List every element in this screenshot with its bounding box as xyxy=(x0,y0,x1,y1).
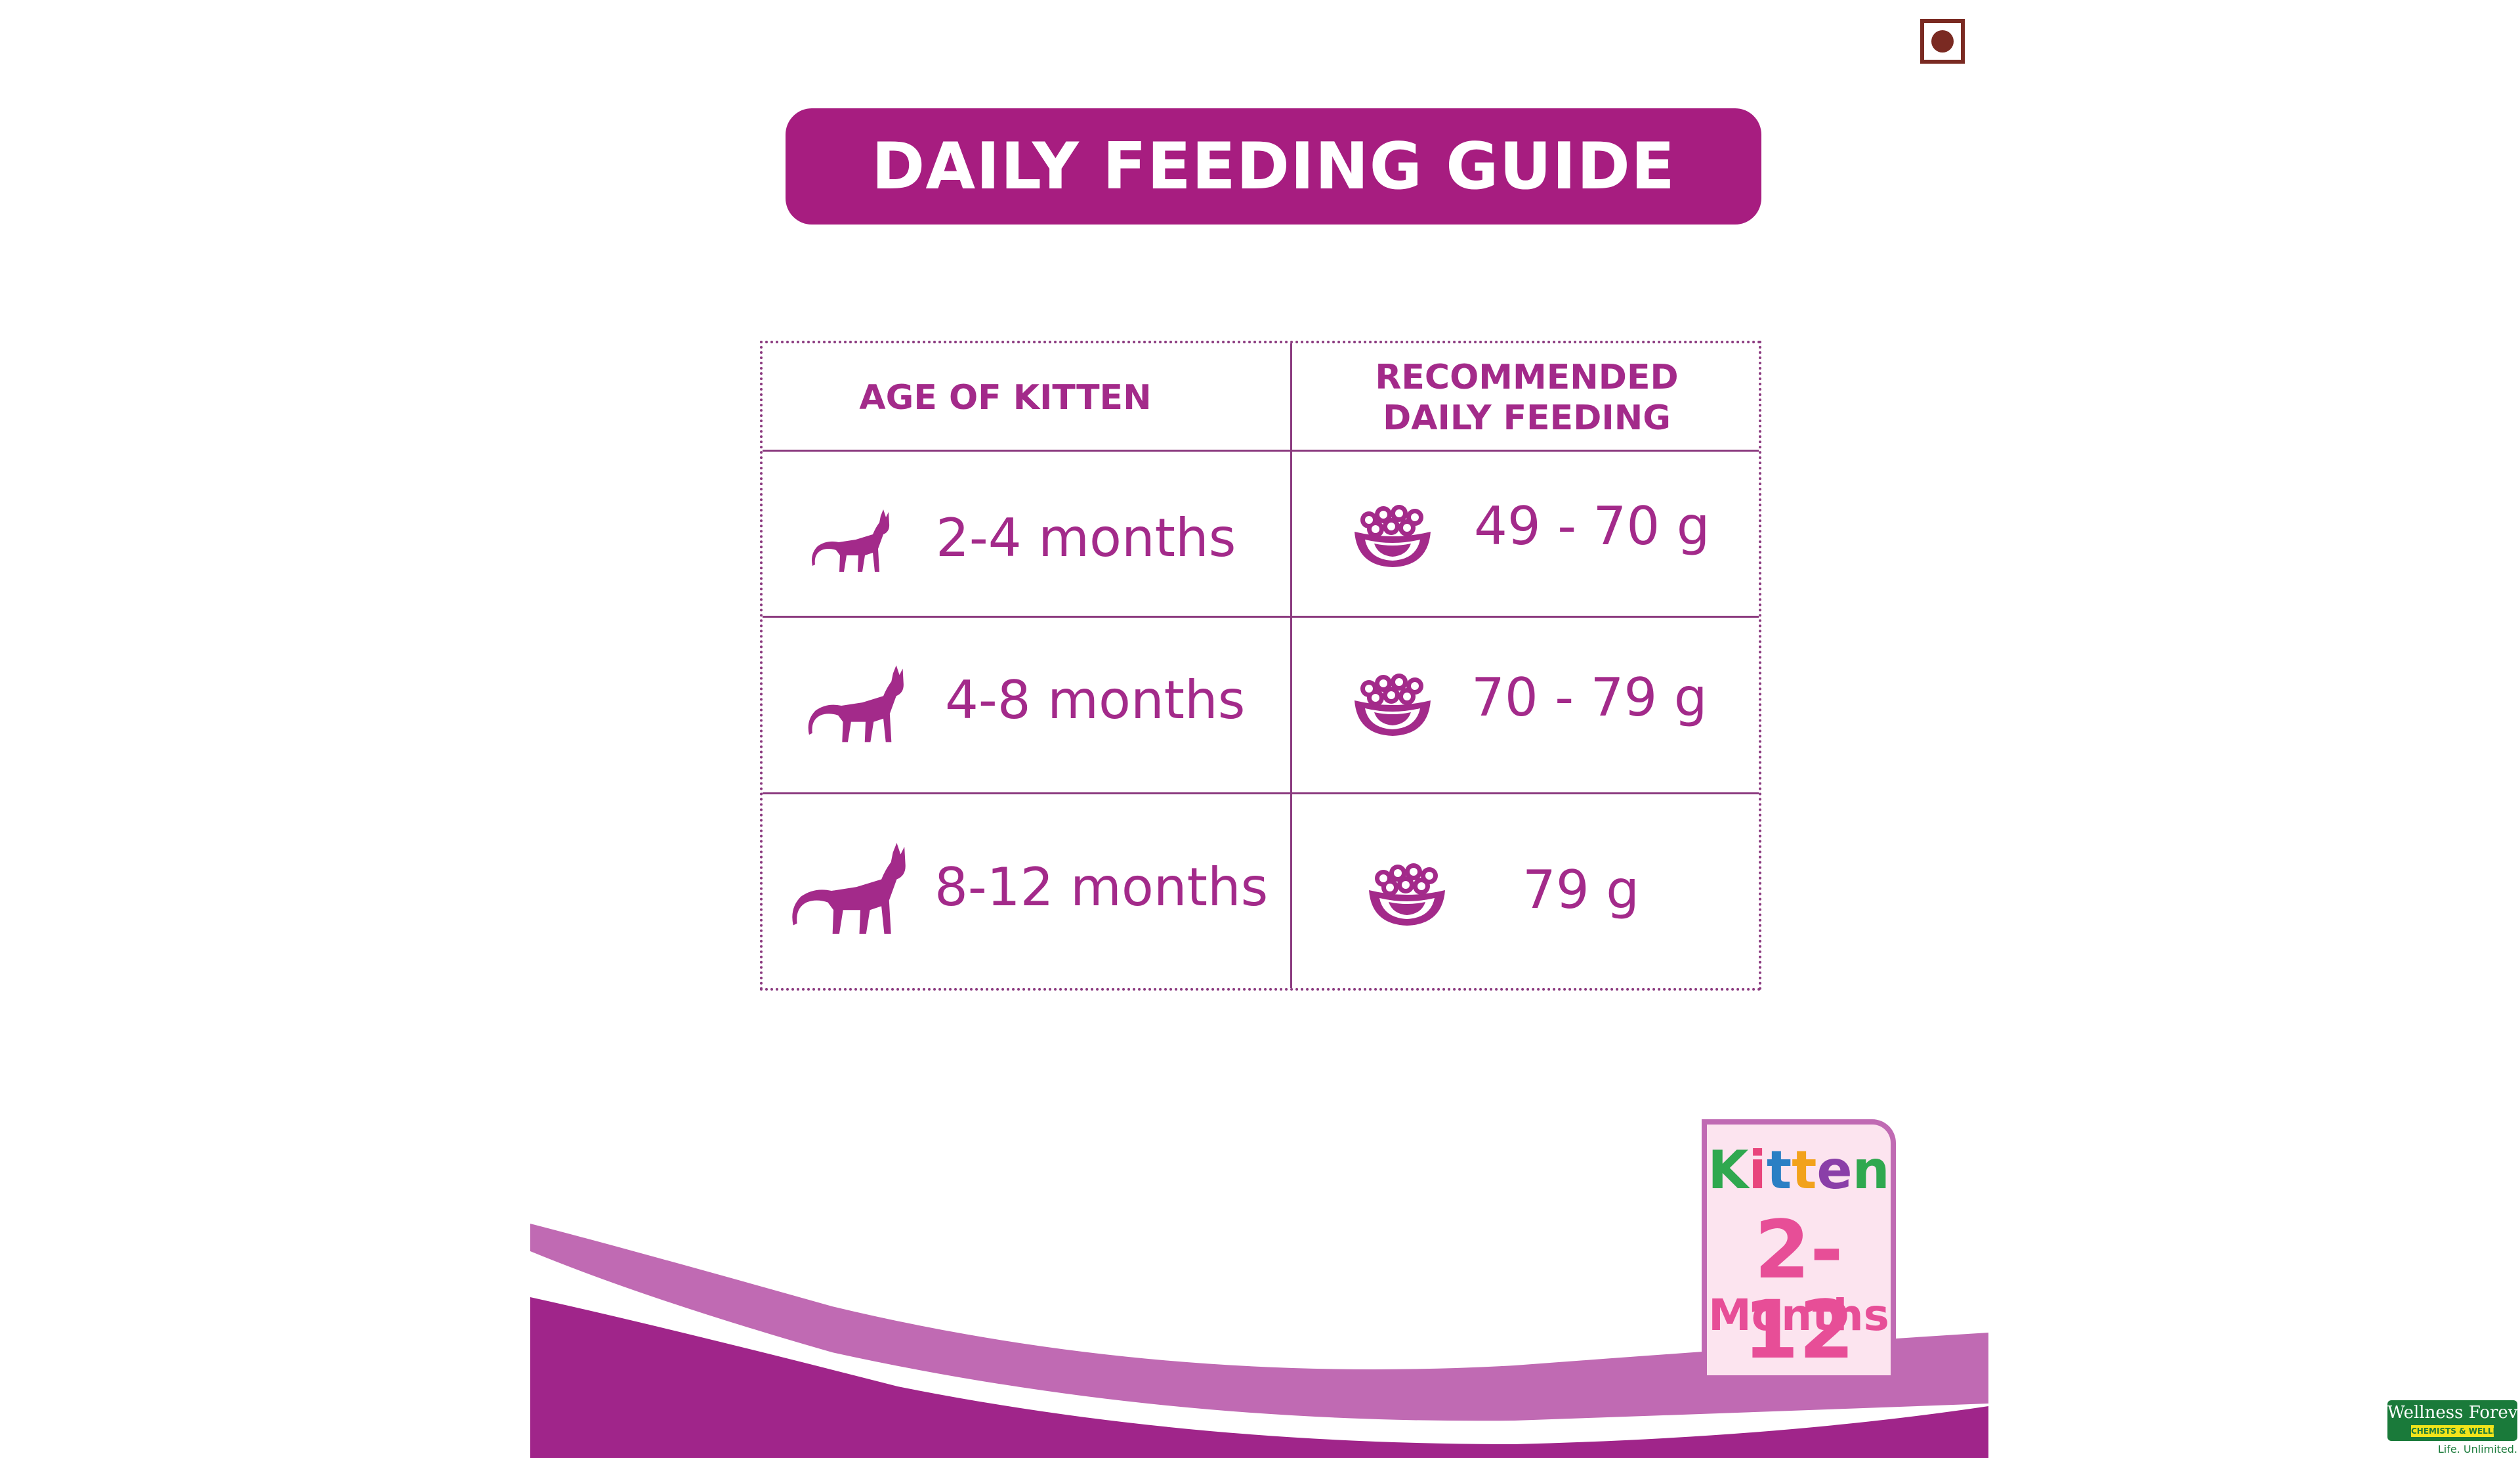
header-age-of-kitten: AGE OF KITTEN xyxy=(859,377,1152,418)
kitten-word: Kitten xyxy=(1707,1144,1891,1197)
brand-name: Wellness Forever xyxy=(2387,1403,2520,1423)
feeding-guide-table: AGE OF KITTEN RECOMMENDED DAILY FEEDING … xyxy=(760,341,1761,991)
header-recommended-daily-feeding: RECOMMENDED DAILY FEEDING xyxy=(1292,343,1761,452)
age-label: 8-12 months xyxy=(934,857,1269,918)
kitten-months: Months xyxy=(1708,1290,1889,1340)
header-feeding-line-2: DAILY FEEDING xyxy=(1383,398,1671,438)
kitten-letter: n xyxy=(1852,1140,1890,1201)
table-column-divider xyxy=(1290,343,1292,988)
table-row-divider xyxy=(763,450,1759,452)
title-banner: DAILY FEEDING GUIDE xyxy=(786,108,1761,225)
decorative-swoosh xyxy=(530,1224,1988,1458)
kitten-letter: e xyxy=(1816,1140,1853,1201)
small-cat-icon xyxy=(812,509,890,572)
table-row: 8-12 months 79 g xyxy=(763,794,1759,991)
table-row-divider xyxy=(763,792,1759,794)
kitten-range: 2-12 xyxy=(1743,1203,1855,1377)
page-title: DAILY FEEDING GUIDE xyxy=(872,129,1675,204)
medium-cat-icon xyxy=(808,665,904,742)
header-feeding-line-1: RECOMMENDED xyxy=(1375,357,1679,397)
brand-logo: Wellness Forever CHEMISTS & WELLNESS Lif… xyxy=(2387,1400,2520,1457)
kitten-letter: t xyxy=(1792,1140,1817,1201)
table-row: 4-8 months 70 - 79 g xyxy=(763,618,1759,792)
kitten-letter: t xyxy=(1766,1140,1792,1201)
food-bowl-icon xyxy=(1369,863,1445,926)
kitten-letter: i xyxy=(1748,1140,1767,1201)
age-label: 4-8 months xyxy=(945,670,1246,731)
amount-label: 70 - 79 g xyxy=(1471,667,1708,728)
amount-label: 49 - 70 g xyxy=(1474,496,1710,557)
table-row: 2-4 months 49 - 70 g xyxy=(763,452,1759,616)
age-label: 2-4 months xyxy=(936,507,1236,568)
non-veg-mark-dot xyxy=(1931,30,1954,53)
food-bowl-icon xyxy=(1354,674,1431,736)
brand-sub: CHEMISTS & WELLNESS xyxy=(2411,1425,2494,1437)
large-cat-icon xyxy=(792,843,906,934)
table-row-divider xyxy=(763,616,1759,618)
non-veg-mark-icon xyxy=(1920,19,1965,64)
kitten-letter: K xyxy=(1708,1140,1749,1201)
amount-label: 79 g xyxy=(1522,859,1640,920)
brand-tagline: Life. Unlimited. xyxy=(2437,1443,2517,1455)
kitten-age-badge: Kitten 2-12 Months xyxy=(1702,1119,1896,1375)
food-bowl-icon xyxy=(1354,505,1431,567)
